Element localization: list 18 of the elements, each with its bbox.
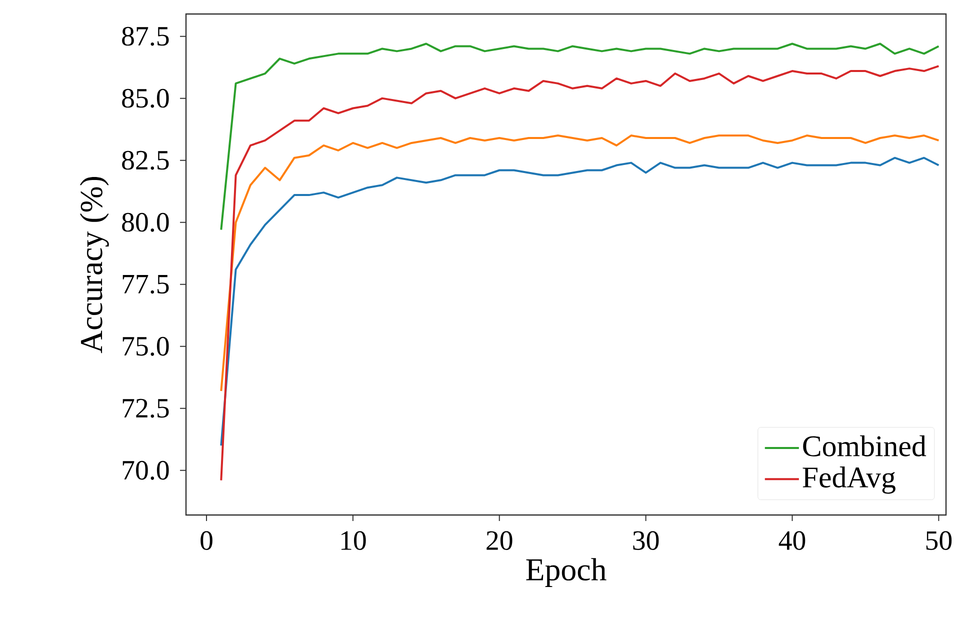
x-tick-label: 20 [486, 531, 512, 550]
y-tick-label: 85.0 [122, 88, 169, 108]
x-tick-label: 40 [778, 531, 806, 550]
x-tick-label: 0 [200, 531, 212, 550]
y-tick-label: 72.5 [122, 398, 169, 418]
y-axis-title: Accuracy (%) [80, 176, 109, 354]
y-tick-label: 80.0 [122, 212, 169, 232]
legend-label: FedAvg [802, 466, 896, 494]
y-tick-label: 75.0 [122, 336, 169, 356]
y-tick-label: 82.5 [122, 150, 169, 170]
y-tick-label: 70.0 [122, 460, 169, 480]
x-tick-label: 30 [633, 531, 659, 550]
legend-label: Combined [803, 435, 926, 456]
y-tick-label: 77.5 [122, 275, 169, 294]
x-axis-title: Epoch [526, 558, 606, 588]
x-tick-label: 10 [341, 531, 366, 550]
x-tick-label: 50 [926, 531, 952, 550]
y-tick-label: 87.5 [122, 26, 169, 46]
